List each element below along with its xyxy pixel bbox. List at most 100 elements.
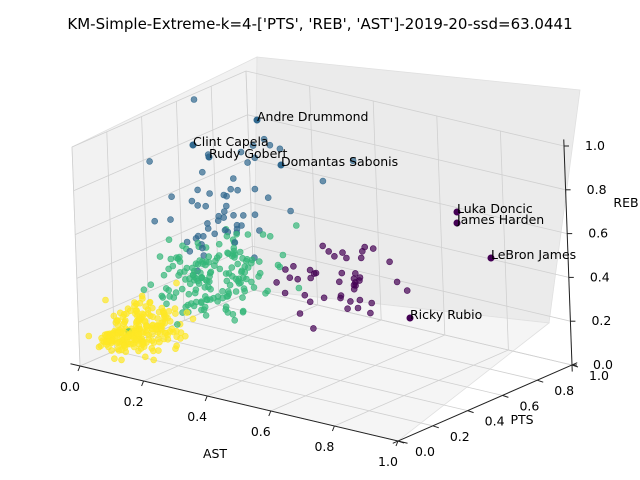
data-point [175,271,182,279]
data-point [251,211,259,218]
data-point [344,305,351,313]
data-point [159,294,167,301]
data-point [276,263,284,271]
grid-line [207,319,382,397]
z-tick-label: 0.2 [591,313,611,328]
data-point [165,236,173,243]
y-tick-label: 0.2 [450,429,470,444]
data-point [255,258,263,265]
data-point [202,261,209,269]
x-axis-line [70,363,408,444]
data-point [262,289,269,297]
data-point [307,274,315,282]
data-point [260,135,268,143]
grid-line [73,114,248,192]
grid-line [75,158,250,235]
y-tick-label: 0.0 [415,444,435,459]
data-point [236,248,244,256]
player-label: Andre Drummond [257,109,368,124]
y-tick-mark [432,425,439,429]
data-point [295,284,303,292]
data-point [150,339,158,346]
data-point [200,233,207,240]
data-point [343,254,350,262]
grid-line [372,100,382,321]
annotated-point [453,219,461,227]
grid-line [247,114,566,191]
y-tick-mark [397,440,405,444]
data-point [259,231,267,238]
data-point [172,345,179,353]
y-tick-mark [537,379,544,383]
data-point [182,276,189,283]
data-point [118,356,125,364]
data-point [240,212,247,219]
data-point [177,335,184,342]
data-point [232,288,240,295]
data-point [349,157,357,165]
data-point [115,347,123,354]
grid-line [270,334,445,412]
data-point [279,251,287,259]
z-tick-label: 0.4 [590,269,610,284]
data-point [368,299,376,307]
data-point [223,192,230,200]
data-point [154,315,161,322]
x-axis-label: AST [203,446,227,461]
data-point [367,309,374,317]
data-point [206,190,213,197]
grid-line [500,130,509,351]
data-point [178,285,186,293]
data-point [310,270,318,277]
data-point [354,304,362,312]
grid-line [249,158,568,234]
data-point [147,281,155,289]
data-point [356,296,364,304]
data-point [111,355,118,363]
data-point [248,278,255,286]
data-point [183,238,191,246]
data-points [85,96,411,364]
grid-line [245,70,565,147]
data-point [238,222,245,229]
data-point [194,202,201,209]
data-point [168,193,175,200]
x-tick-label: 0.2 [124,394,144,409]
data-point [294,275,302,283]
data-point [156,338,163,346]
data-point [229,310,237,318]
data-point [170,328,177,336]
z-axis-label: REB [613,195,638,210]
data-point [211,262,218,270]
data-point [166,317,174,325]
data-point [220,214,227,221]
chart-title: KM-Simple-Extreme-k=4-['PTS', 'REB', 'AS… [67,15,572,33]
data-point [195,280,203,287]
data-point [319,177,327,185]
x-tick-label: 0.0 [60,379,80,394]
annotated-point [253,116,261,124]
data-point [337,294,344,302]
data-point [185,290,193,298]
data-point [250,284,258,291]
data-point [222,270,230,277]
data-point [201,283,209,291]
data-point [226,281,234,289]
tick-labels: 0.00.20.40.60.81.00.00.20.40.60.81.00.00… [60,138,613,469]
data-point [219,294,226,302]
y-axis-label: PTS [510,412,533,427]
data-point [170,294,178,301]
data-point [228,264,236,271]
grid-line [149,335,468,411]
data-point [244,159,251,166]
data-point [241,268,249,276]
x-tick-label: 1.0 [378,454,398,469]
data-point [251,154,259,162]
data-point [108,347,115,354]
data-point [202,312,210,319]
grid-line [79,289,255,367]
data-point [290,262,297,270]
data-point [223,202,230,210]
data-point [202,202,209,210]
annotated-point [406,314,414,322]
